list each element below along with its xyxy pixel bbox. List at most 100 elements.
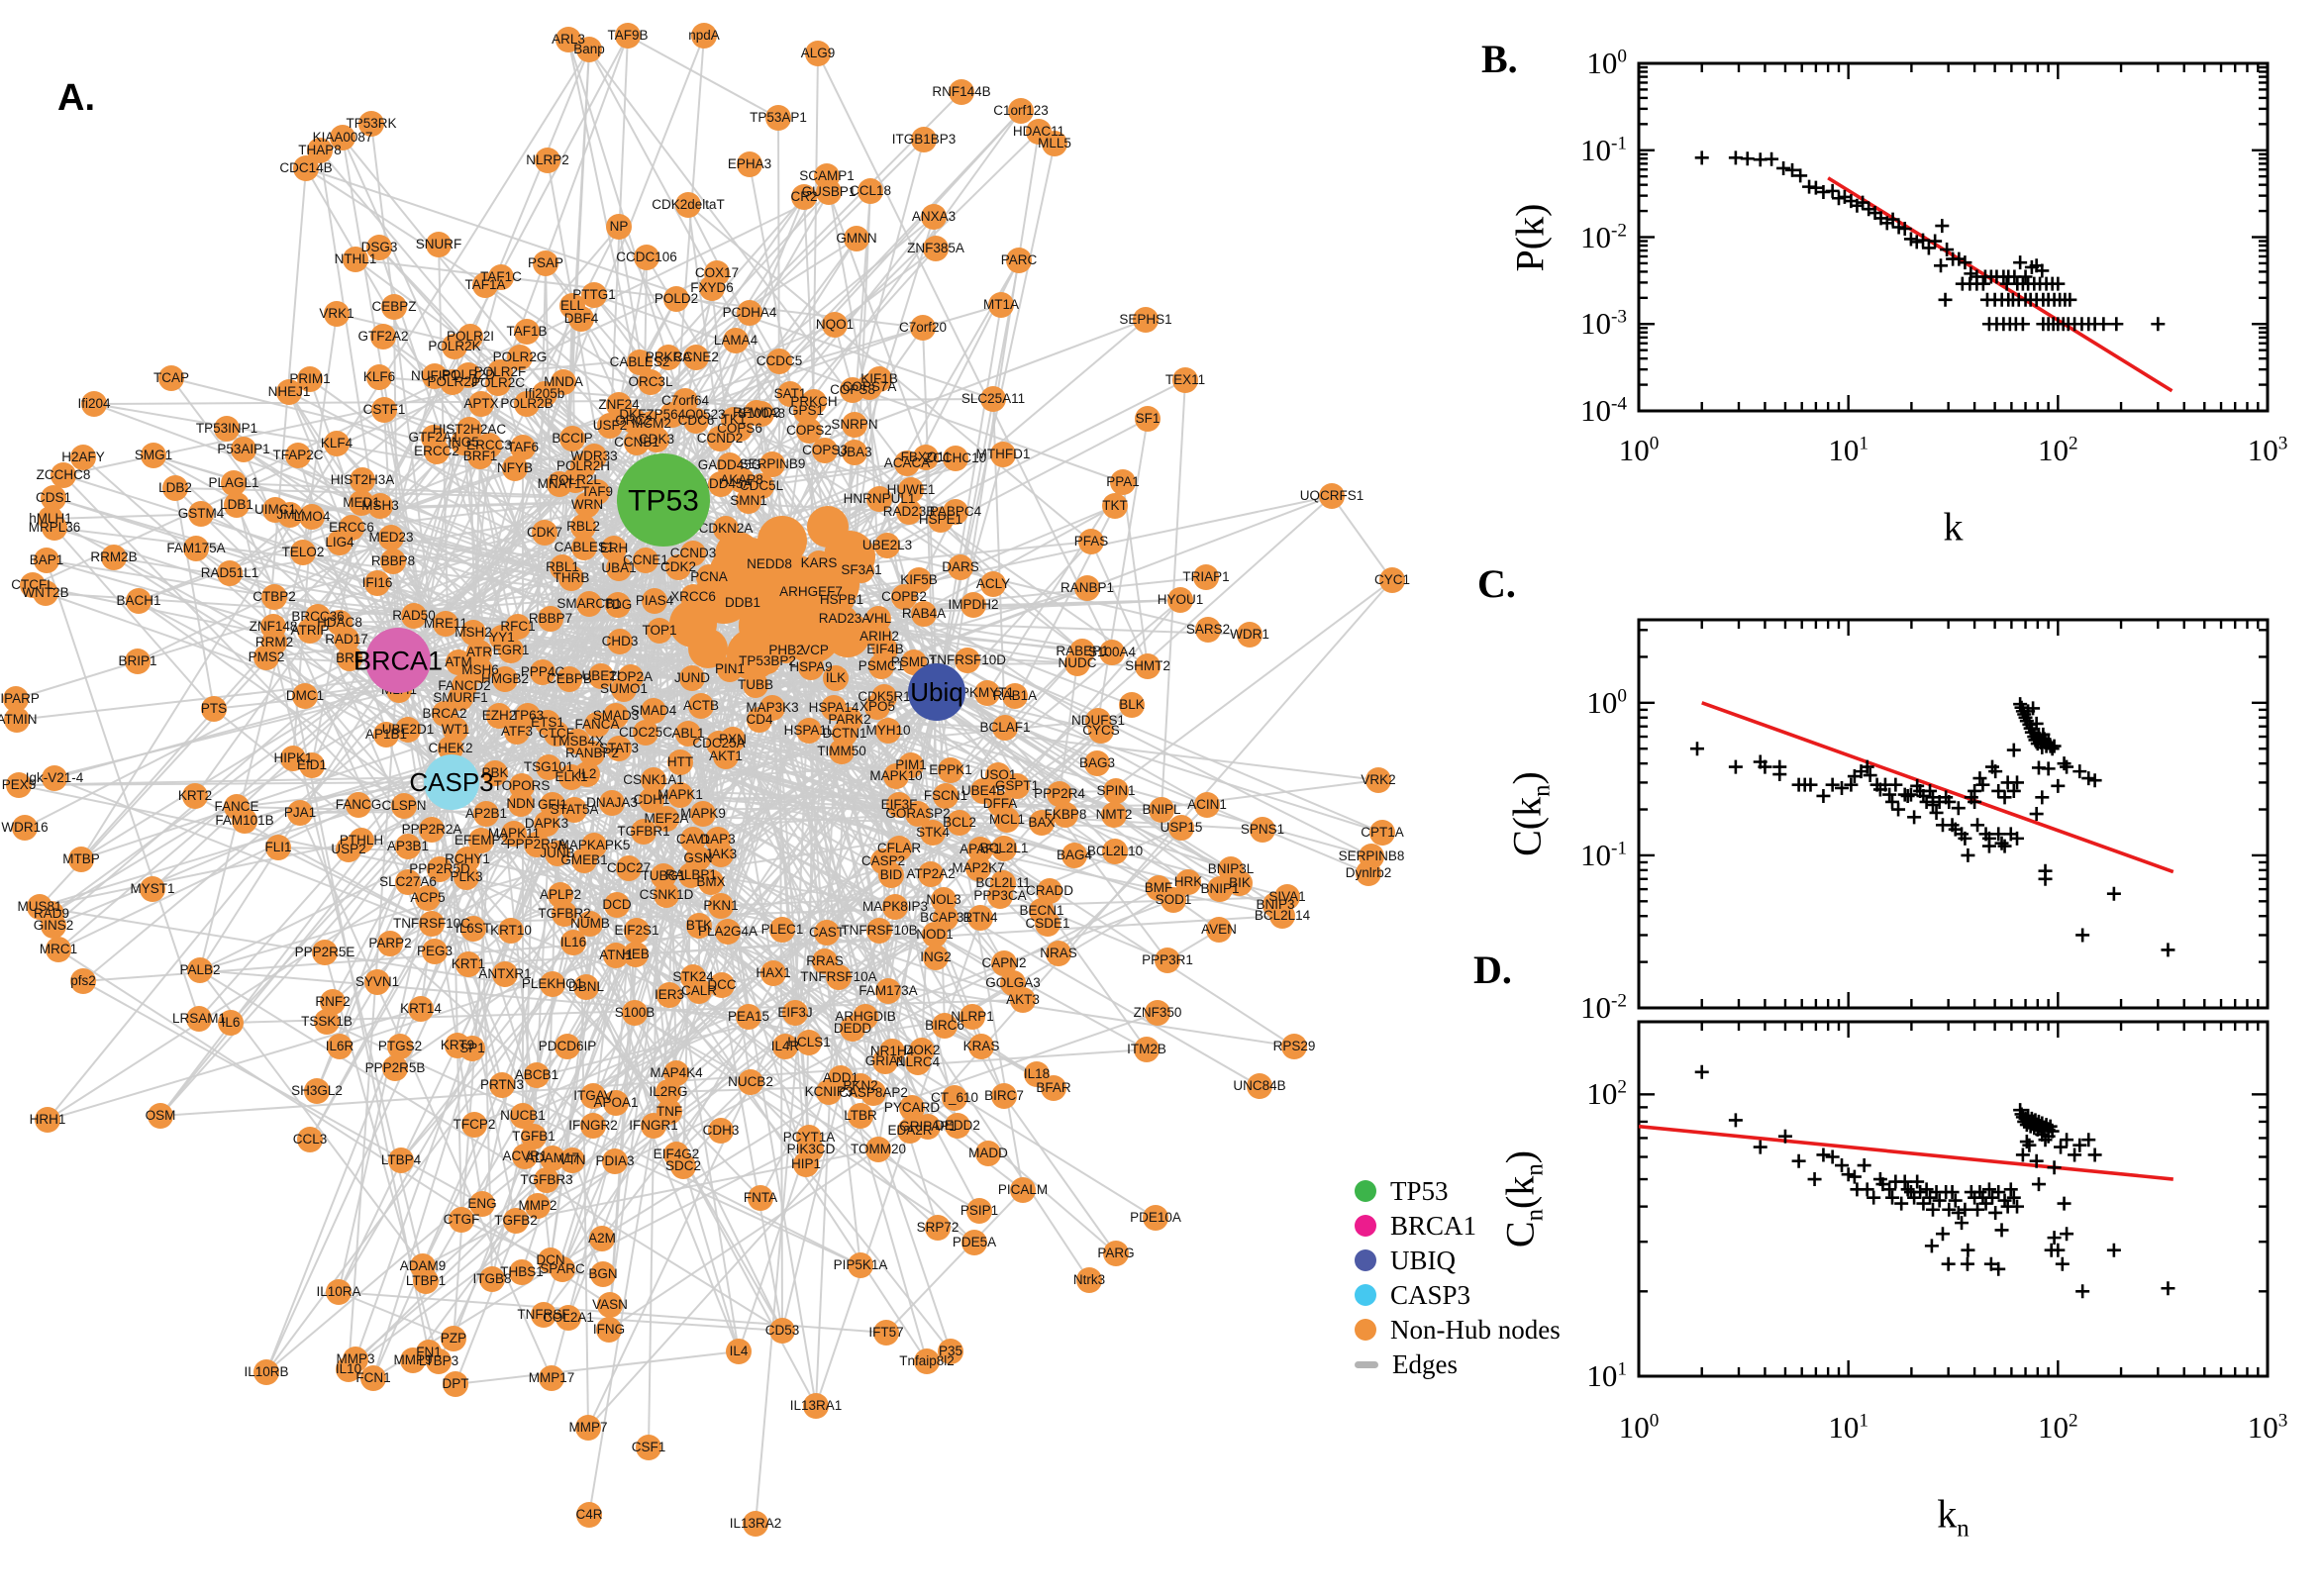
network-node[interactable] — [413, 1268, 439, 1294]
network-node[interactable] — [928, 507, 954, 533]
network-node[interactable] — [489, 1072, 515, 1098]
network-node[interactable] — [639, 787, 664, 813]
network-node[interactable] — [505, 614, 531, 640]
network-node[interactable] — [34, 548, 59, 573]
network-node[interactable] — [698, 869, 724, 895]
network-node[interactable] — [603, 1090, 629, 1116]
network-node[interactable] — [3, 686, 29, 712]
network-node[interactable] — [373, 722, 399, 748]
network-node[interactable] — [717, 656, 743, 682]
network-node[interactable] — [559, 1147, 585, 1173]
network-node[interactable] — [1269, 903, 1295, 929]
network-node[interactable] — [326, 1279, 352, 1305]
network-node[interactable] — [654, 806, 679, 832]
network-node[interactable] — [1101, 802, 1127, 828]
network-node[interactable] — [1379, 567, 1405, 593]
network-node[interactable] — [1247, 1073, 1272, 1099]
network-node[interactable] — [987, 883, 1013, 909]
network-node[interactable] — [911, 127, 937, 152]
network-node[interactable] — [550, 1256, 575, 1282]
network-node[interactable] — [327, 1034, 353, 1059]
network-node[interactable] — [737, 300, 762, 326]
network-node[interactable] — [492, 666, 518, 692]
network-node[interactable] — [510, 1103, 536, 1129]
network-node[interactable] — [1110, 469, 1136, 495]
network-node[interactable] — [158, 365, 184, 391]
network-node[interactable] — [878, 862, 904, 888]
network-node[interactable] — [642, 588, 667, 614]
network-node[interactable] — [391, 793, 417, 819]
network-node[interactable] — [1006, 248, 1032, 273]
hub-brca1[interactable] — [365, 628, 431, 693]
network-node[interactable] — [449, 1207, 474, 1233]
network-node[interactable] — [469, 1191, 495, 1217]
network-node[interactable] — [535, 148, 560, 173]
network-node[interactable] — [504, 719, 530, 745]
network-node[interactable] — [426, 232, 452, 257]
network-node[interactable] — [641, 698, 666, 724]
network-node[interactable] — [584, 712, 610, 738]
network-node[interactable] — [938, 757, 963, 783]
network-node[interactable] — [678, 862, 704, 888]
network-node[interactable] — [905, 1049, 931, 1075]
network-node[interactable] — [479, 1266, 505, 1292]
network-node[interactable] — [865, 1137, 891, 1162]
network-node[interactable] — [1207, 876, 1233, 902]
network-node[interactable] — [644, 427, 669, 452]
network-node[interactable] — [798, 654, 824, 680]
network-node[interactable] — [561, 797, 587, 823]
network-node[interactable] — [299, 504, 325, 530]
network-node[interactable] — [590, 1261, 616, 1287]
network-node[interactable] — [448, 685, 473, 711]
network-node[interactable] — [708, 842, 734, 867]
network-node[interactable] — [1084, 750, 1110, 776]
network-node[interactable] — [923, 945, 949, 970]
network-node[interactable] — [1088, 718, 1114, 744]
network-node[interactable] — [991, 1083, 1017, 1109]
network-node[interactable] — [663, 286, 689, 312]
network-node[interactable] — [1281, 1034, 1307, 1059]
network-node[interactable] — [760, 960, 786, 986]
network-node[interactable] — [6, 772, 32, 798]
network-node[interactable] — [759, 451, 785, 477]
network-node[interactable] — [922, 922, 948, 948]
network-node[interactable] — [906, 567, 932, 593]
network-node[interactable] — [757, 551, 782, 577]
network-node[interactable] — [1161, 887, 1186, 913]
network-node[interactable] — [736, 1004, 761, 1030]
network-node[interactable] — [588, 663, 614, 689]
network-node[interactable] — [524, 832, 550, 857]
network-node[interactable] — [601, 536, 627, 561]
network-node[interactable] — [42, 765, 67, 791]
network-node[interactable] — [708, 471, 734, 497]
network-node[interactable] — [680, 584, 706, 610]
network-node[interactable] — [555, 1034, 580, 1059]
network-node[interactable] — [1064, 650, 1090, 676]
network-node[interactable] — [589, 1226, 615, 1251]
network-node[interactable] — [364, 969, 390, 995]
network-node[interactable] — [443, 1371, 468, 1397]
network-node[interactable] — [683, 408, 709, 434]
network-node[interactable] — [932, 1013, 958, 1039]
network-node[interactable] — [201, 696, 227, 722]
network-node[interactable] — [533, 250, 558, 276]
network-node[interactable] — [708, 1118, 734, 1144]
network-node[interactable] — [624, 430, 650, 455]
network-node[interactable] — [1134, 1037, 1160, 1062]
network-node[interactable] — [577, 911, 603, 937]
network-node[interactable] — [395, 834, 421, 859]
network-node[interactable] — [509, 1259, 535, 1285]
network-node[interactable] — [1061, 843, 1087, 868]
network-node[interactable] — [727, 416, 753, 442]
network-node[interactable] — [467, 444, 493, 469]
network-node[interactable] — [551, 369, 576, 395]
network-node[interactable] — [314, 1009, 340, 1035]
network-node[interactable] — [631, 819, 656, 845]
network-node[interactable] — [603, 943, 629, 968]
network-node[interactable] — [472, 272, 498, 298]
network-node[interactable] — [636, 1435, 661, 1460]
network-node[interactable] — [793, 398, 819, 424]
network-node[interactable] — [408, 996, 434, 1022]
network-node[interactable] — [1168, 815, 1194, 841]
network-node[interactable] — [441, 1326, 466, 1351]
